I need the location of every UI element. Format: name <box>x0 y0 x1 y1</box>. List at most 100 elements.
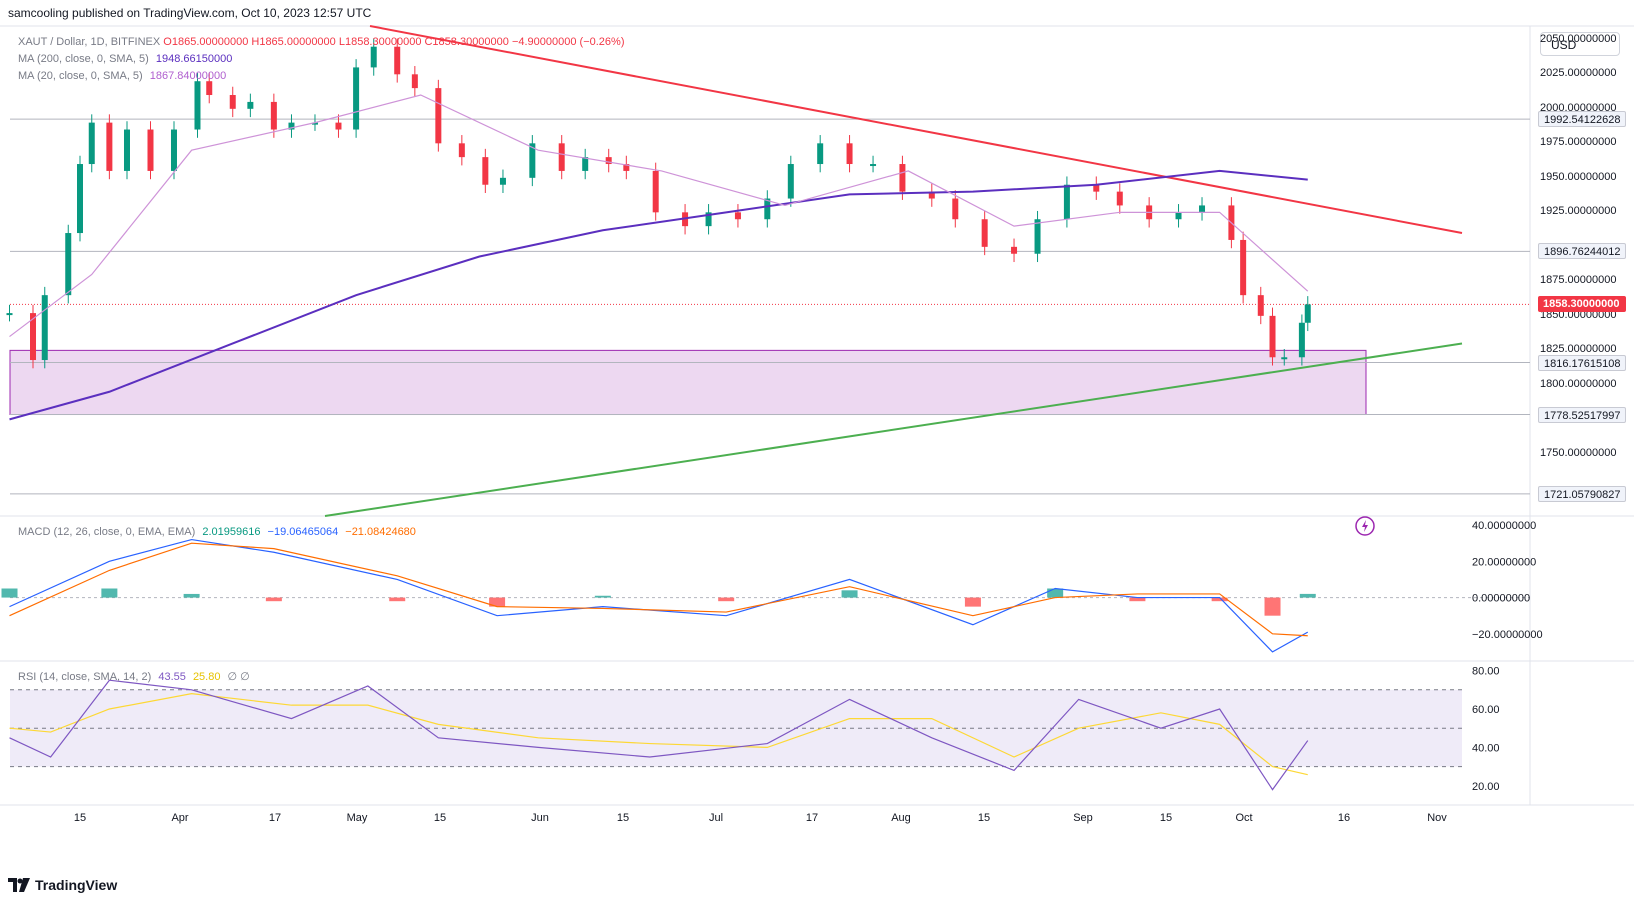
macd-histogram-bar <box>964 597 981 607</box>
symbol-title: XAUT / Dollar, 1D, BITFINEX <box>18 36 161 48</box>
ma20-value: 1867.84000000 <box>149 70 227 82</box>
tradingview-brand[interactable]: TradingView <box>8 877 117 893</box>
rsi-label: RSI (14, close, SMA, 14, 2) <box>18 671 152 683</box>
tradingview-logo-icon <box>8 878 30 892</box>
price-axis-tick: 1750.00000000 <box>1540 446 1617 459</box>
candle-body <box>435 88 442 144</box>
candle-body <box>499 177 506 185</box>
ohlc-values: O1865.00000000 H1865.00000000 L1858.3000… <box>163 36 625 48</box>
candle-body <box>1175 212 1182 220</box>
macd-histogram-bar <box>718 597 735 602</box>
macd-axis-tick: 0.00000000 <box>1472 593 1530 605</box>
ma20-line <box>9 94 1309 338</box>
candle-body <box>605 157 612 165</box>
candle-body <box>981 219 988 247</box>
time-axis-tick: Jul <box>709 812 723 824</box>
candle-body <box>529 143 536 178</box>
macd-label: MACD (12, 26, close, 0, EMA, EMA) <box>18 526 196 538</box>
macd-histogram-bar <box>1 588 18 598</box>
candle-body <box>353 67 360 130</box>
price-axis-tick: 1925.00000000 <box>1540 205 1617 218</box>
candle-body <box>206 81 213 96</box>
macd-histogram-bar <box>183 593 200 598</box>
price-axis-tick: 1825.00000000 <box>1540 343 1617 356</box>
candle-body <box>870 164 877 167</box>
macd-histogram-bar <box>101 588 118 598</box>
ma200-value: 1948.66150000 <box>155 53 233 65</box>
candle-body <box>928 191 935 199</box>
candle-body <box>229 95 236 109</box>
candle-body <box>6 313 13 316</box>
time-axis-tick: 16 <box>1338 812 1350 824</box>
macd-signal-line <box>9 542 1308 637</box>
support-trendline <box>324 342 1463 517</box>
macd-histogram-bar <box>1211 597 1228 602</box>
brand-name: TradingView <box>35 877 118 893</box>
candle-body <box>846 143 853 165</box>
macd-histogram-bar <box>841 590 858 598</box>
rsi-axis-tick: 60.00 <box>1472 704 1500 716</box>
candle-body <box>1304 304 1311 323</box>
macd-histogram-bar <box>1129 597 1146 602</box>
rsi-axis-tick: 40.00 <box>1472 742 1500 754</box>
lightning-icon[interactable] <box>1355 516 1375 536</box>
price-axis-tick: 1975.00000000 <box>1540 136 1617 149</box>
candle-body <box>705 212 712 227</box>
time-axis-tick: Apr <box>171 812 188 824</box>
candle-body <box>1240 239 1247 296</box>
ma200-legend[interactable]: MA (200, close, 0, SMA, 5) 1948.66150000 <box>18 53 232 65</box>
candle-body <box>394 46 401 75</box>
rsi-legend[interactable]: RSI (14, close, SMA, 14, 2) 43.55 25.80 … <box>18 670 250 683</box>
time-axis-tick: 15 <box>978 812 990 824</box>
price-axis-tick: 1950.00000000 <box>1540 170 1617 183</box>
time-axis-tick: Jun <box>531 812 549 824</box>
candle-body <box>482 157 489 185</box>
candle-body <box>817 143 824 165</box>
rsi-line <box>9 679 1309 791</box>
candle-body <box>288 122 295 130</box>
time-axis: 15 Apr 17 May 15 Jun 15 Jul 17 Aug 15 Sep 15 Oct 16 Nov <box>74 812 1447 824</box>
candle-body <box>106 122 113 171</box>
last-price-tag: 1858.30000000 <box>1538 296 1626 313</box>
candle-body <box>458 143 465 158</box>
candle-body <box>1116 191 1123 206</box>
time-axis-tick: 17 <box>806 812 818 824</box>
currency-selector[interactable]: USD <box>1540 32 1620 56</box>
ma20-legend[interactable]: MA (20, close, 0, SMA, 5) 1867.84000000 <box>18 70 226 82</box>
macd-line <box>9 538 1309 653</box>
candle-body <box>1281 357 1288 360</box>
candle-body <box>311 122 318 125</box>
candle-body <box>77 164 83 234</box>
candle-body <box>88 122 95 165</box>
candle-body <box>1034 219 1041 254</box>
candle-body <box>1269 315 1276 358</box>
macd-axis-tick: 20.00000000 <box>1472 556 1536 568</box>
candle-body <box>652 170 659 213</box>
candle-body <box>123 129 130 171</box>
macd-hist-value: 2.01959616 <box>202 526 261 538</box>
macd-histogram-bar <box>1264 597 1281 616</box>
macd-legend[interactable]: MACD (12, 26, close, 0, EMA, EMA) 2.0195… <box>18 526 416 538</box>
macd-pane: 40.00000000 20.00000000 0.00000000 −20.0000… <box>1 520 1543 653</box>
ma200-line <box>9 169 1308 421</box>
candle-body <box>1063 184 1070 220</box>
candle-body <box>764 198 771 220</box>
macd-histogram-bar <box>265 597 282 602</box>
price-axis-tick: 2050.00000000 <box>1540 32 1617 45</box>
candle-body <box>787 164 794 199</box>
symbol-legend[interactable]: XAUT / Dollar, 1D, BITFINEX O1865.000000… <box>18 36 625 48</box>
rsi-pane: 80.00 60.00 40.00 20.00 <box>9 666 1500 793</box>
candle-body <box>41 295 48 361</box>
candle-body <box>170 129 177 171</box>
candle-body <box>1011 246 1018 254</box>
macd-signal-value: −21.08424680 <box>345 526 416 538</box>
candle-body <box>30 313 37 361</box>
candle-body <box>1093 184 1100 192</box>
price-axis-tick: 1875.00000000 <box>1540 274 1617 287</box>
rsi-axis-tick: 80.00 <box>1472 666 1500 678</box>
candle-body <box>582 157 589 171</box>
publisher-line: samcooling published on TradingView.com,… <box>8 6 372 20</box>
resistance-trendline <box>369 25 1463 235</box>
price-axis-tick: 2025.00000000 <box>1540 67 1617 80</box>
